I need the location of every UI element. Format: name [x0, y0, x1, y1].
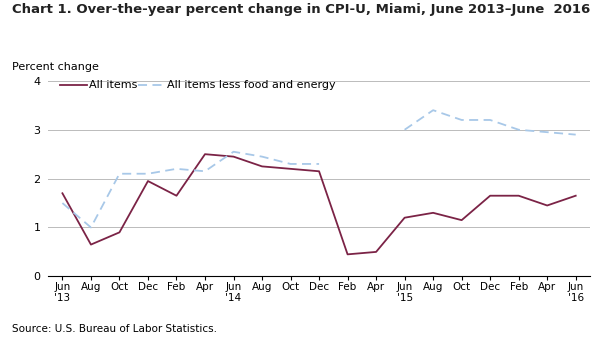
Text: Source: U.S. Bureau of Labor Statistics.: Source: U.S. Bureau of Labor Statistics. [12, 324, 217, 334]
Text: All items: All items [89, 80, 137, 90]
Text: Chart 1. Over-the-year percent change in CPI-U, Miami, June 2013–June  2016: Chart 1. Over-the-year percent change in… [12, 3, 591, 17]
Text: Percent change: Percent change [12, 62, 99, 72]
Text: All items less food and energy: All items less food and energy [167, 80, 336, 90]
